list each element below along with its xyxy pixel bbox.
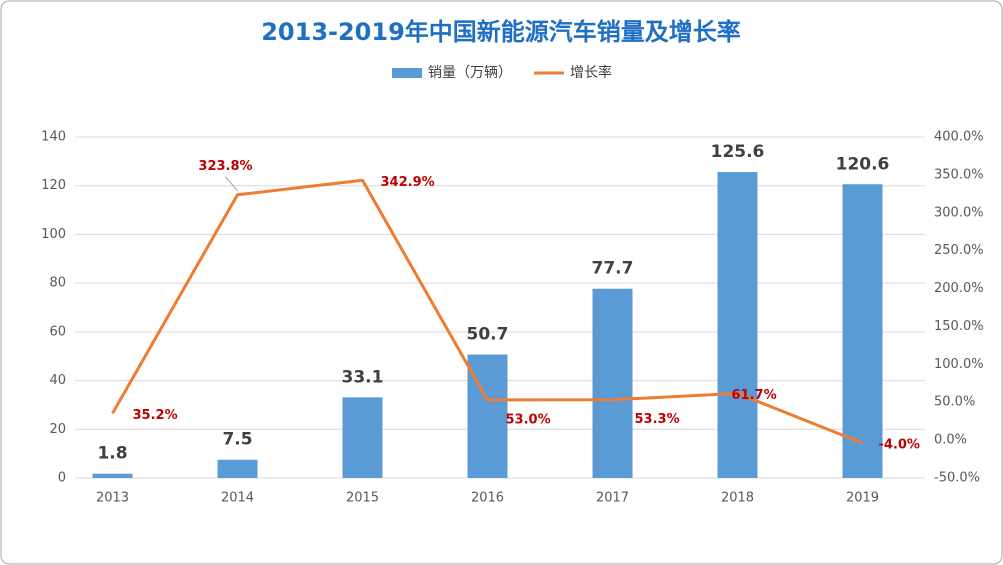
- legend-label: 销量（万辆）: [428, 65, 512, 81]
- line-value-label: -4.0%: [879, 438, 920, 453]
- y2-tick-label: -50.0%: [934, 471, 980, 486]
- chart-title: 2013-2019年中国新能源汽车销量及增长率: [261, 18, 741, 46]
- bar: [592, 288, 633, 478]
- y2-tick-label: 50.0%: [934, 395, 975, 410]
- x-tick-label: 2016: [471, 491, 504, 506]
- y2-tick-label: 150.0%: [934, 319, 984, 334]
- y-tick-label: 80: [49, 276, 66, 291]
- y2-tick-label: 300.0%: [934, 205, 984, 220]
- line-value-label: 53.3%: [635, 412, 680, 427]
- bar: [217, 459, 258, 478]
- y-tick-label: 60: [49, 324, 66, 339]
- bar-value-label: 33.1: [342, 367, 384, 387]
- bar-value-label: 7.5: [222, 430, 252, 450]
- growth-line: [111, 178, 864, 445]
- y2-tick-label: 350.0%: [934, 167, 984, 182]
- x-tick-label: 2014: [221, 491, 254, 506]
- y2-tick-label: 200.0%: [934, 281, 984, 296]
- bar-value-label: 50.7: [467, 325, 509, 345]
- line-value-label: 53.0%: [506, 412, 551, 427]
- y-tick-label: 40: [49, 373, 66, 388]
- y-tick-label: 100: [41, 227, 66, 242]
- y-tick-label: 20: [49, 422, 66, 437]
- x-tick-label: 2019: [846, 491, 879, 506]
- bar-value-label: 1.8: [97, 444, 127, 464]
- bar-value-label: 120.6: [836, 154, 890, 174]
- bar-value-label: 77.7: [592, 259, 634, 279]
- bar: [842, 184, 883, 478]
- bar-value-label: 125.6: [711, 142, 765, 162]
- line-value-label: 35.2%: [133, 408, 178, 423]
- line-value-label: 342.9%: [381, 175, 435, 190]
- y2-tick-label: 0.0%: [934, 433, 967, 448]
- line-value-label: 323.8%: [198, 159, 252, 174]
- x-tick-label: 2017: [596, 491, 629, 506]
- y-tick-label: 140: [41, 130, 66, 145]
- leader-line: [225, 176, 238, 192]
- y-tick-label: 120: [41, 178, 66, 193]
- y2-tick-label: 250.0%: [934, 243, 984, 258]
- legend-swatch: [392, 68, 422, 78]
- x-tick-label: 2015: [346, 491, 379, 506]
- y2-tick-label: 400.0%: [934, 130, 984, 145]
- x-tick-label: 2013: [96, 491, 129, 506]
- bar: [342, 397, 383, 478]
- legend-label: 增长率: [570, 64, 612, 81]
- line-value-label: 61.7%: [732, 388, 777, 403]
- x-tick-label: 2018: [721, 491, 754, 506]
- bar: [92, 473, 133, 478]
- bar: [717, 172, 758, 478]
- y-tick-label: 0: [58, 471, 66, 486]
- y2-tick-label: 100.0%: [934, 357, 984, 372]
